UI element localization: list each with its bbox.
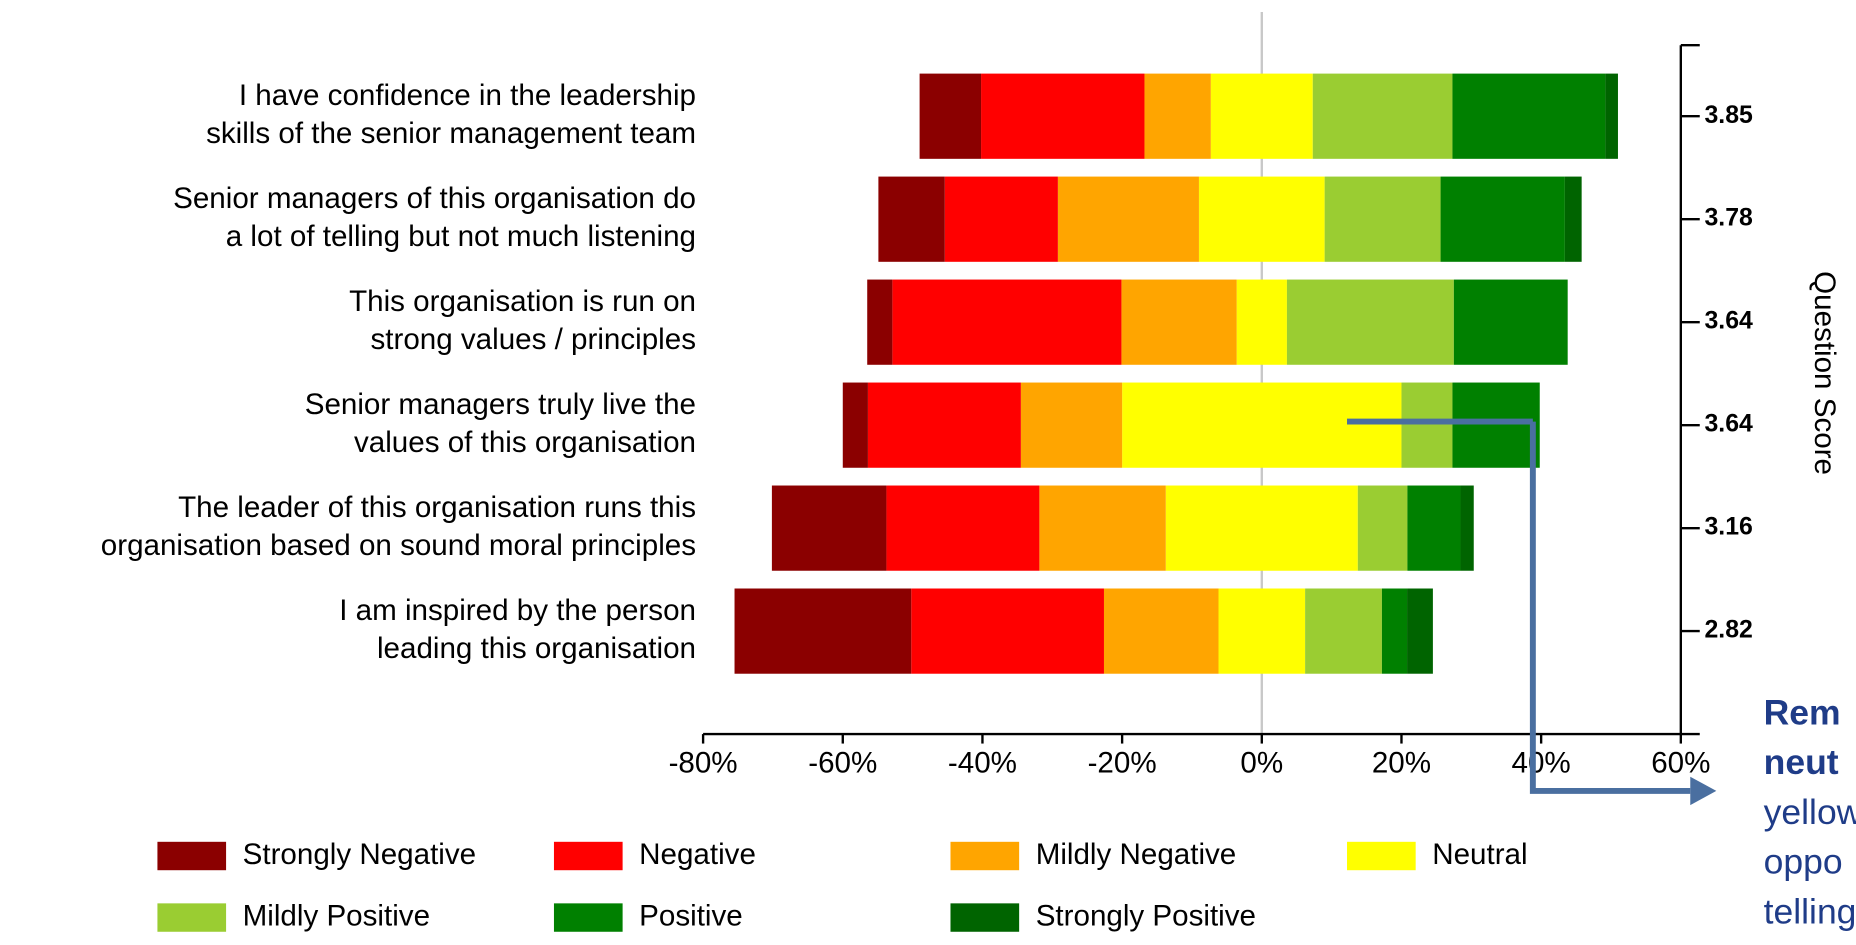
x-tick-label: 20% (1372, 747, 1431, 780)
x-tick-label: -20% (1088, 747, 1157, 780)
bar-segment (1381, 588, 1408, 674)
bar-segment (1440, 176, 1565, 262)
category-label: a lot of telling but not much listening (226, 220, 696, 253)
bar-segment (1564, 176, 1582, 262)
bar-segment (842, 382, 868, 468)
y2-axis-title: Question Score (1808, 271, 1841, 475)
bar-segment (919, 73, 982, 159)
legend-swatch (553, 903, 623, 932)
bar-segment (1020, 382, 1123, 468)
bar-segment (944, 176, 1058, 262)
legend-label: Neutral (1432, 838, 1527, 871)
bar-segment (1407, 485, 1461, 571)
bar-segment (911, 588, 1104, 674)
bar-segment (771, 485, 887, 571)
bar-segment (1452, 382, 1540, 468)
legend-label: Positive (639, 899, 743, 932)
bar-segment (886, 485, 1040, 571)
bar-segment (1218, 588, 1306, 674)
bar-segment (1324, 176, 1441, 262)
category-label: The leader of this organisation runs thi… (178, 491, 696, 524)
annotation: neut (1764, 742, 1839, 782)
bar-segment (1210, 73, 1313, 159)
category-label: organisation based on sound moral princi… (101, 529, 696, 562)
bar-segment (1452, 73, 1606, 159)
x-tick-label: -40% (948, 747, 1017, 780)
bar-segment (1236, 279, 1287, 365)
bar-segment (1357, 485, 1408, 571)
score-label: 2.82 (1704, 617, 1752, 644)
bar-segment (1144, 73, 1211, 159)
category-label: leading this organisation (377, 632, 696, 665)
bar-segment (1121, 279, 1237, 365)
legend-swatch (950, 841, 1020, 871)
bar-segment (892, 279, 1122, 365)
annotation: yellow (1764, 792, 1856, 832)
arrow-head (1690, 776, 1717, 806)
bar-segment (981, 73, 1145, 159)
bar-segment (1312, 73, 1453, 159)
category-label: Senior managers of this organisation do (173, 182, 696, 215)
legend-label: Mildly Positive (243, 899, 430, 932)
plot: I have confidence in the leadership skill… (101, 12, 1856, 932)
bar-segment (1605, 73, 1618, 159)
category-label: This organisation is run on (349, 285, 696, 318)
category-label: I am inspired by the person (339, 594, 696, 627)
bar-segment (867, 382, 1021, 468)
score-label: 3.16 (1704, 514, 1752, 541)
legend-swatch (157, 841, 227, 871)
x-tick-label: 0% (1240, 747, 1283, 780)
annotation: oppo (1764, 842, 1843, 882)
bar-segment (1103, 588, 1219, 674)
bar-segment (867, 279, 893, 365)
legend-label: Mildly Negative (1036, 838, 1237, 871)
legend-swatch (1347, 841, 1416, 871)
annotation: Rem (1764, 693, 1841, 733)
legend-label: Negative (639, 838, 756, 871)
category-label: Senior managers truly live the (305, 388, 696, 421)
category-label: I have confidence in the leadership (239, 79, 696, 112)
annotation: telling (1764, 891, 1856, 931)
legend-label: Strongly Negative (243, 838, 476, 871)
arrow (1529, 421, 1691, 794)
score-label: 3.85 (1704, 102, 1753, 129)
legend-swatch (157, 903, 227, 932)
bar-segment (1286, 279, 1454, 365)
bar-segment (1165, 485, 1358, 571)
score-label: 3.64 (1704, 308, 1753, 335)
x-tick-label: -60% (808, 747, 877, 780)
bar-segment (1460, 485, 1474, 571)
bar-segment (1401, 382, 1453, 468)
score-label: 3.78 (1704, 205, 1753, 232)
category-label: strong values / principles (370, 323, 696, 356)
bar-segment (1057, 176, 1199, 262)
x-tick-label: 40% (1512, 747, 1571, 780)
bar-segment (734, 588, 912, 674)
bar-segment (1453, 279, 1568, 365)
bar-segment (1039, 485, 1166, 571)
category-label: skills of the senior management team (206, 117, 696, 150)
bar-segment (1122, 382, 1402, 468)
x-tick-label: -80% (669, 747, 738, 780)
legend-swatch (553, 841, 623, 871)
bar-segment (1305, 588, 1382, 674)
bar-segment (1407, 588, 1433, 674)
legend-label: Strongly Positive (1036, 899, 1256, 932)
bar-segment (1198, 176, 1325, 262)
score-label: 3.64 (1704, 411, 1753, 438)
bar-segment (878, 176, 945, 262)
legend-swatch (950, 903, 1020, 932)
x-tick-label: 60% (1651, 747, 1710, 780)
category-label: values of this organisation (354, 426, 696, 459)
